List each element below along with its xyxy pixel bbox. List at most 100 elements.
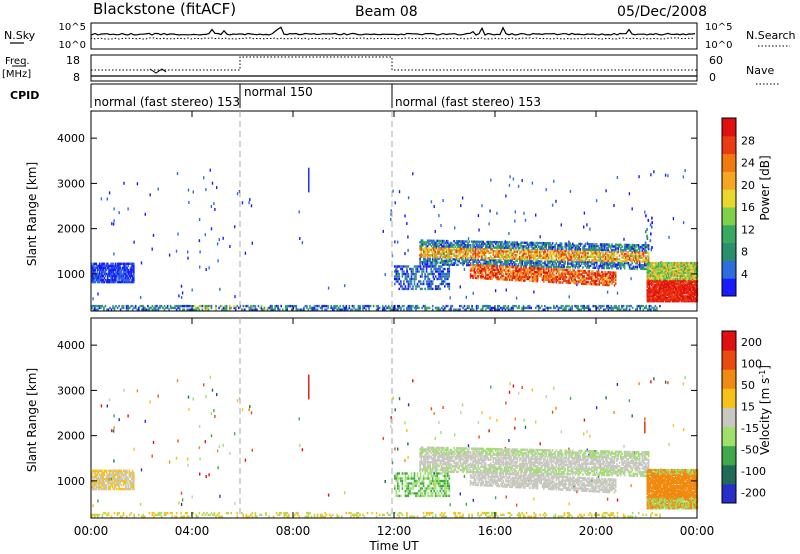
power-cell-4379 bbox=[670, 273, 672, 276]
power-cell-184 bbox=[116, 278, 118, 282]
power-cell-136 bbox=[109, 264, 111, 268]
power-cell-3119 bbox=[637, 245, 640, 249]
power-cell-1473 bbox=[429, 263, 431, 266]
power-cell-691 bbox=[421, 306, 423, 310]
power-cell-4476 bbox=[676, 300, 678, 303]
power-cell-4469 bbox=[674, 273, 677, 276]
power-cell-2201 bbox=[520, 250, 522, 253]
power-cell-809 bbox=[539, 306, 541, 310]
power-cell-2533 bbox=[560, 249, 563, 252]
power-cell-3071 bbox=[631, 247, 633, 250]
power-cell-3639 bbox=[564, 277, 566, 281]
power-cell-4204 bbox=[661, 261, 663, 265]
power-cell-2622 bbox=[573, 264, 575, 267]
power-cell-4743 bbox=[689, 300, 692, 303]
power-cell-2407 bbox=[545, 258, 548, 261]
power-cell-2091 bbox=[506, 259, 508, 262]
power-cell-2335 bbox=[536, 263, 539, 266]
power-cell-2333 bbox=[535, 241, 537, 245]
power-cell-4056 bbox=[654, 280, 657, 284]
power-cell-1227 bbox=[409, 267, 411, 271]
power-cell-1573 bbox=[440, 239, 443, 243]
power-cell-2947 bbox=[614, 265, 617, 268]
power-cell-3126 bbox=[638, 254, 641, 258]
power-cell-4219 bbox=[662, 276, 664, 279]
power-cell-899 bbox=[621, 304, 623, 308]
power-ytick-label-2: 3000 bbox=[57, 177, 85, 190]
power-cell-2049 bbox=[501, 253, 503, 257]
power-cell-288 bbox=[129, 270, 132, 274]
power-cell-4483 bbox=[676, 288, 678, 292]
power-cell-4788 bbox=[690, 261, 693, 265]
power-cell-920 bbox=[642, 308, 645, 311]
power-cell-4735 bbox=[688, 274, 691, 277]
power-cell-1899 bbox=[482, 253, 484, 256]
power-cell-2086 bbox=[505, 243, 507, 246]
power-cell-3206 bbox=[469, 263, 472, 267]
power-cell-2005 bbox=[496, 255, 498, 258]
power-cell-4337 bbox=[668, 269, 670, 273]
power-cell-1657 bbox=[450, 250, 453, 254]
power-cell-3282 bbox=[487, 266, 489, 269]
power-cell-2065 bbox=[503, 262, 506, 266]
power-cell-820 bbox=[553, 304, 555, 308]
power-cell-1415 bbox=[421, 253, 424, 257]
power-cell-3109 bbox=[636, 251, 638, 254]
power-cell-518 bbox=[269, 304, 272, 308]
power-cell-632 bbox=[368, 306, 370, 310]
power-cell-2288 bbox=[530, 243, 532, 246]
power-cell-1620 bbox=[447, 261, 449, 264]
power-cell-308 bbox=[131, 264, 134, 268]
power-cell-3555 bbox=[546, 278, 549, 282]
power-cell-2699 bbox=[583, 255, 585, 258]
power-cell-2550 bbox=[563, 258, 565, 262]
power-cell-1418 bbox=[421, 243, 424, 246]
power-cell-404 bbox=[166, 304, 169, 308]
power-cell-3667 bbox=[569, 269, 572, 272]
power-cell-2917 bbox=[611, 265, 613, 268]
power-cell-2292 bbox=[531, 259, 534, 263]
power-cell-34 bbox=[94, 262, 96, 265]
power-cell-3995 bbox=[651, 273, 653, 276]
power-cell-1040 bbox=[517, 184, 520, 188]
power-cell-3778 bbox=[594, 277, 597, 281]
power-cell-4543 bbox=[679, 296, 682, 300]
power-cell-2656 bbox=[577, 248, 579, 251]
power-cell-4615 bbox=[682, 288, 685, 292]
power-cell-2362 bbox=[539, 249, 541, 252]
power-cell-3721 bbox=[582, 275, 584, 278]
power-cell-3716 bbox=[580, 273, 583, 276]
power-cell-1486 bbox=[430, 248, 433, 251]
power-cell-1199 bbox=[403, 272, 405, 276]
power-cell-4042 bbox=[653, 268, 655, 271]
power-cell-1937 bbox=[487, 257, 489, 260]
power-cell-1784 bbox=[467, 251, 469, 254]
power-cell-4123 bbox=[657, 287, 660, 290]
power-cell-3328 bbox=[497, 272, 500, 275]
power-cell-85 bbox=[101, 262, 103, 265]
power-cell-1819 bbox=[472, 249, 474, 252]
power-cell-1257 bbox=[416, 282, 419, 286]
power-cell-747 bbox=[481, 306, 484, 310]
power-cell-2024 bbox=[498, 260, 501, 264]
power-cell-3204 bbox=[469, 269, 472, 272]
power-cell-1204 bbox=[404, 277, 407, 281]
power-cell-4489 bbox=[676, 276, 678, 279]
power-cell-2880 bbox=[606, 252, 608, 255]
power-cell-4289 bbox=[665, 276, 668, 279]
power-cell-4109 bbox=[656, 271, 659, 274]
power-cell-4774 bbox=[690, 285, 693, 289]
power-cell-4104 bbox=[656, 279, 659, 282]
power-cell-1868 bbox=[478, 255, 481, 258]
power-cell-2640 bbox=[575, 260, 578, 264]
power-cell-1489 bbox=[430, 239, 433, 242]
power-cell-3354 bbox=[503, 278, 506, 281]
power-cell-4741 bbox=[688, 265, 691, 268]
power-cell-4507 bbox=[677, 285, 679, 289]
power-cell-2181 bbox=[517, 263, 520, 266]
power-cell-2115 bbox=[508, 255, 511, 259]
power-cell-2984 bbox=[620, 261, 622, 265]
power-cell-1569 bbox=[440, 247, 443, 250]
power-cell-4357 bbox=[669, 274, 671, 277]
power-cell-4470 bbox=[674, 269, 677, 273]
